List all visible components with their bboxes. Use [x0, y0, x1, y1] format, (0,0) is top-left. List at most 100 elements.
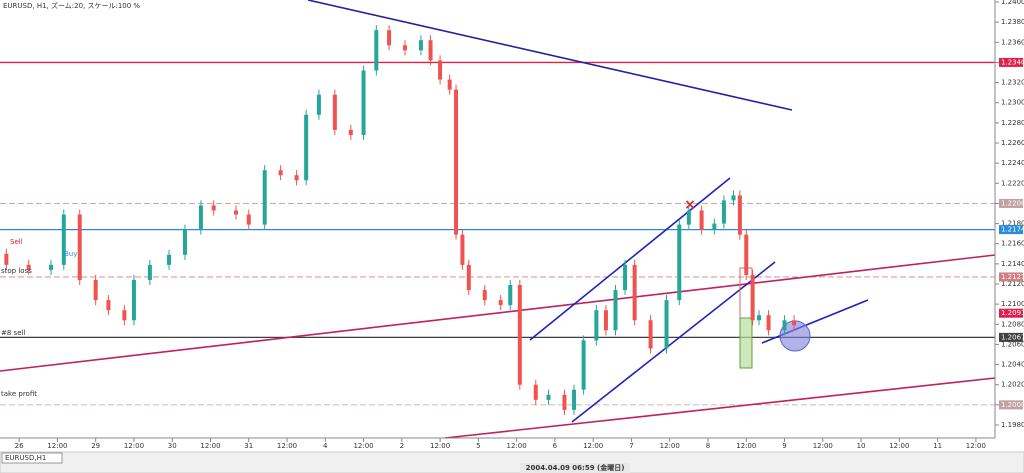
candle-body: [498, 300, 503, 306]
candle-body: [648, 320, 653, 349]
candle-body: [403, 45, 408, 51]
candle-body: [632, 264, 637, 321]
candle-body: [49, 264, 54, 270]
candle-body: [603, 310, 608, 331]
annotation: Buy: [64, 250, 77, 258]
candle-body: [304, 114, 309, 181]
cross-marker: ×: [684, 197, 696, 213]
candle-body: [447, 79, 452, 90]
candle-body: [211, 205, 216, 211]
x-tick-label: 12:00: [583, 442, 603, 450]
candle-body: [460, 234, 465, 265]
candle-body: [712, 223, 717, 230]
candle-body: [482, 290, 487, 301]
y-tick-label: 1.2180: [1001, 220, 1024, 228]
candle-body: [332, 94, 337, 130]
x-tick-label: 9: [782, 442, 786, 450]
candle-body: [262, 170, 267, 225]
status-bar: [0, 451, 1024, 473]
y-tick-label: 1.2120: [1001, 280, 1024, 288]
y-tick-label: 1.2360: [1001, 38, 1024, 46]
candle-body: [757, 315, 762, 321]
candle-body: [428, 40, 433, 61]
x-tick-label: 12:00: [813, 442, 833, 450]
candle-body: [686, 210, 691, 225]
price-label-box: [999, 400, 1023, 410]
price-label-box: [999, 308, 1023, 318]
x-tick-label: 10: [857, 442, 866, 450]
candle-body: [766, 315, 771, 331]
candle-body: [581, 340, 586, 390]
x-tick-label: 2: [400, 442, 404, 450]
candle-body: [4, 253, 9, 265]
candle-body: [106, 300, 111, 311]
x-tick-label: 11: [933, 442, 942, 450]
status-text: 2004.04.09 06:59 (金曜日): [526, 463, 625, 472]
price-label-box: [999, 198, 1023, 208]
x-tick-label: 6: [553, 442, 558, 450]
x-tick-label: 8: [706, 442, 710, 450]
candle-body: [782, 320, 787, 331]
candle-body: [731, 195, 736, 201]
candle-body: [198, 205, 203, 230]
price-label: 1.2000: [1001, 401, 1024, 409]
candle-body: [699, 210, 704, 230]
candle-body: [77, 214, 82, 280]
candle-body: [374, 30, 379, 71]
candle-body: [744, 234, 749, 275]
x-tick-label: 30: [168, 442, 177, 450]
y-tick-label: 1.2280: [1001, 119, 1024, 127]
annotation: Sell: [10, 238, 23, 246]
candle-body: [677, 224, 682, 301]
candle-body: [233, 210, 238, 215]
candle-body: [533, 384, 538, 400]
candle-body: [387, 30, 392, 46]
candle-body: [508, 285, 513, 306]
x-tick-label: 4: [323, 442, 328, 450]
price-label: 1.2067: [1001, 333, 1024, 341]
zone-box: [739, 317, 753, 369]
candle-body: [61, 214, 66, 265]
candle-body: [348, 129, 353, 135]
candle-body: [26, 264, 31, 270]
candle-body: [418, 40, 423, 51]
y-tick-label: 1.2240: [1001, 159, 1024, 167]
candle-body: [93, 279, 98, 301]
candle-body: [664, 300, 669, 349]
x-tick-label: 12:00: [430, 442, 450, 450]
x-tick-label: 5: [476, 442, 480, 450]
x-tick-label: 31: [244, 442, 253, 450]
candle-body: [792, 320, 797, 326]
y-tick-label: 1.2380: [1001, 18, 1024, 26]
x-tick-label: 12:00: [736, 442, 756, 450]
candle-body: [316, 94, 321, 115]
annotation: take profit: [1, 390, 37, 398]
y-tick-label: 1.2020: [1001, 381, 1024, 389]
y-tick-label: 1.2300: [1001, 99, 1024, 107]
candle-body: [246, 214, 251, 225]
price-label: 1.2200: [1001, 199, 1024, 207]
x-tick-label: 12:00: [507, 442, 527, 450]
tab-label[interactable]: EURUSD,H1: [5, 454, 46, 462]
y-tick-label: 1.2100: [1001, 300, 1024, 308]
y-tick-label: 1.2040: [1001, 361, 1024, 369]
price-label: 1.2127: [1001, 273, 1024, 281]
candle-body: [122, 310, 127, 321]
tab[interactable]: [1, 452, 63, 464]
candle-body: [721, 200, 726, 224]
candle-body: [361, 70, 366, 135]
candle-body: [131, 279, 136, 321]
y-tick-label: 1.2400: [1001, 0, 1024, 6]
candle-body: [517, 285, 522, 385]
x-tick-label: 12:00: [124, 442, 144, 450]
y-tick-label: 1.2320: [1001, 79, 1024, 87]
candle-body: [613, 290, 618, 331]
status-box: [520, 463, 630, 473]
trend-lines: [0, 0, 996, 439]
x-tick-label: 12:00: [889, 442, 909, 450]
y-tick-label: 1.2140: [1001, 260, 1024, 268]
candle-body: [623, 264, 628, 291]
y-tick-label: 1.2220: [1001, 179, 1024, 187]
x-tick-label: 12:00: [966, 442, 986, 450]
annotation: stop loss: [1, 267, 32, 275]
